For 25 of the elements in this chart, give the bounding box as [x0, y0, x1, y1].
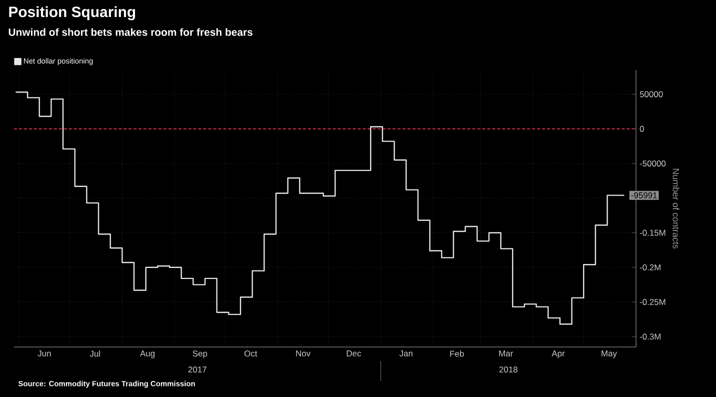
- y-tick-label: 0: [640, 126, 644, 132]
- x-tick-label: Jun: [38, 350, 51, 356]
- x-tick-label: Apr: [552, 350, 565, 358]
- x-tick-label: Aug: [140, 350, 155, 358]
- y-tick-label: -0.15M: [640, 230, 666, 236]
- x-tick-label: Mar: [499, 350, 514, 356]
- x-tick-label: May: [602, 350, 617, 358]
- x-tick-label: Nov: [296, 350, 311, 356]
- chart-subtitle: Unwind of short bets makes room for fresh bears: [8, 28, 252, 36]
- y-tick-label: -50000: [640, 160, 666, 166]
- x-tick-label: Jan: [399, 350, 412, 356]
- y-tick-label: -0.25M: [640, 298, 666, 305]
- x-tick-label: Jul: [90, 350, 100, 357]
- y-axis-title: Number of contracts: [672, 168, 680, 249]
- text: 2018: [499, 366, 518, 373]
- y-tick-label: -0.2M: [640, 264, 660, 270]
- chart-title: Position Squaring: [9, 6, 136, 20]
- x-tick-label: Sep: [192, 350, 208, 358]
- x-tick-label: Feb: [450, 350, 464, 357]
- x-tick-label: Oct: [244, 350, 258, 357]
- y-tick-label: -0.3M: [640, 334, 660, 340]
- text: 2017: [188, 366, 206, 373]
- y-tick-label: 50000: [640, 91, 663, 98]
- x-tick-label: Dec: [346, 350, 362, 356]
- annotation: -95991: [631, 192, 657, 198]
